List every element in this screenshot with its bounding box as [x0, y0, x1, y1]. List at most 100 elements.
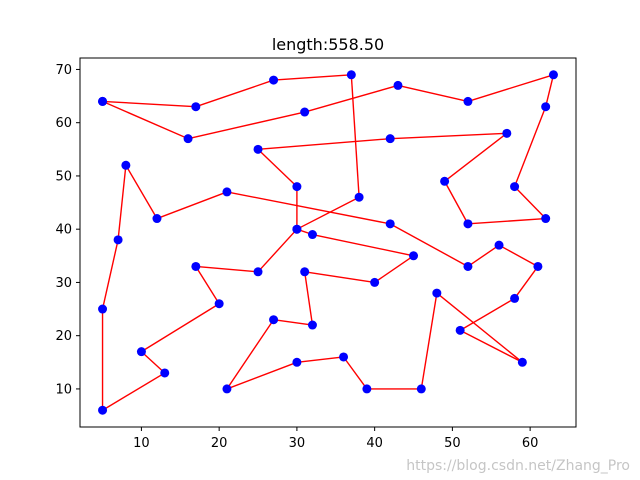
route-segment [125, 164, 158, 219]
city-point [533, 261, 543, 271]
city-point [339, 352, 349, 362]
city-point [269, 315, 279, 325]
city-point [393, 80, 403, 90]
city-point [292, 224, 302, 234]
city-point [191, 261, 201, 271]
city-point [385, 219, 395, 229]
city-point [455, 325, 465, 335]
route-segment [156, 191, 228, 220]
route-segment [195, 79, 274, 108]
route-segment [545, 74, 555, 107]
city-point [222, 187, 232, 197]
y-tick-label: 20 [55, 329, 72, 344]
route-segment [102, 100, 196, 108]
city-point [416, 384, 426, 394]
watermark: https://blog.csdn.net/Zhang_Pro [406, 458, 630, 474]
city-point [510, 293, 520, 303]
route-segment [101, 239, 119, 310]
city-point [541, 214, 551, 224]
city-point [440, 176, 450, 186]
city-point [463, 219, 473, 229]
city-point [502, 128, 512, 138]
city-point [113, 235, 123, 245]
city-point [121, 160, 131, 170]
route-segment [195, 265, 259, 273]
city-point [370, 277, 380, 287]
route-segment [459, 297, 515, 331]
y-tick-label: 40 [55, 223, 72, 238]
city-point [307, 320, 317, 330]
route-segment [514, 186, 547, 220]
route-segment [226, 319, 275, 390]
city-point [346, 70, 356, 80]
city-point [253, 144, 263, 154]
route-segment [226, 361, 298, 390]
x-tick-label: 10 [133, 436, 150, 451]
route-segment [195, 266, 220, 305]
x-tick-label: 60 [522, 436, 539, 451]
city-point [541, 102, 551, 112]
route-segment [513, 106, 547, 187]
y-tick-label: 30 [55, 276, 72, 291]
plot-area [79, 57, 577, 428]
y-tick-label: 70 [55, 63, 72, 78]
route-segment [397, 84, 469, 103]
route-segment [257, 137, 391, 151]
axes-frame [79, 57, 577, 428]
x-tick-label: 40 [366, 436, 383, 451]
route-segment [257, 228, 298, 273]
route-segment [436, 292, 523, 363]
city-point [152, 214, 162, 224]
city-point [385, 134, 395, 144]
city-point [432, 288, 442, 298]
route-segment [467, 244, 500, 268]
city-point [510, 182, 520, 192]
city-point [214, 299, 224, 309]
x-axis: 10 20 30 40 50 60 [133, 427, 538, 451]
route-segment [304, 84, 399, 113]
city-point [307, 230, 317, 240]
city-point [292, 357, 302, 367]
city-point [494, 240, 504, 250]
y-tick-label: 10 [55, 382, 72, 397]
route-segment [312, 233, 414, 257]
route-segment [117, 165, 127, 240]
route-segment [498, 244, 539, 268]
route-segment [304, 271, 375, 284]
x-tick-label: 30 [289, 436, 306, 451]
city-point [354, 192, 364, 202]
city-point [98, 304, 108, 314]
city-markers [98, 70, 558, 415]
city-point [253, 267, 263, 277]
route-segment [296, 196, 360, 230]
y-axis: 10 20 30 40 50 60 70 [55, 63, 80, 397]
route-lines [101, 74, 555, 411]
city-point [463, 261, 473, 271]
city-point [409, 251, 419, 261]
city-point [222, 384, 232, 394]
city-point [463, 96, 473, 106]
route-segment [350, 74, 360, 198]
city-point [300, 267, 310, 277]
city-point [517, 357, 527, 367]
city-point [362, 384, 372, 394]
route-segment [390, 132, 507, 140]
city-point [292, 182, 302, 192]
route-segment [226, 191, 391, 225]
route-segment [187, 111, 305, 140]
route-segment [296, 356, 344, 364]
route-segment [303, 271, 314, 326]
city-point [98, 96, 108, 106]
city-point [98, 405, 108, 415]
route-segment [273, 319, 313, 326]
city-point [191, 102, 201, 112]
route-segment [514, 266, 539, 299]
chart-title: length:558.50 [272, 35, 384, 54]
x-tick-label: 20 [211, 436, 228, 451]
y-tick-label: 60 [55, 116, 72, 131]
city-point [300, 107, 310, 117]
city-point [136, 347, 146, 357]
route-segment [257, 148, 298, 188]
y-tick-label: 50 [55, 169, 72, 184]
